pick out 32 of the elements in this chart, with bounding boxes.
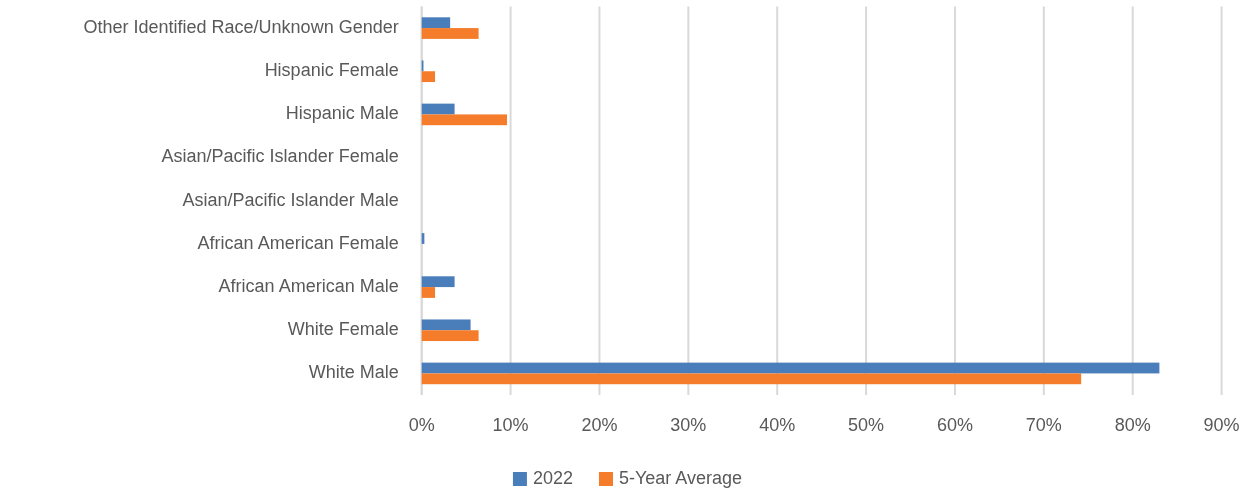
- y-tick-label: White Female: [287, 319, 399, 339]
- x-tick-label: 70%: [1025, 414, 1062, 435]
- x-tick-label: 30%: [670, 414, 707, 435]
- bar: [421, 103, 455, 115]
- bar: [421, 276, 455, 288]
- legend-label: 5-Year Average: [618, 467, 743, 488]
- x-tick-label: 90%: [1203, 414, 1240, 435]
- x-tick-label: 40%: [759, 414, 796, 435]
- y-tick-label: Asian/Pacific Islander Female: [161, 146, 399, 167]
- bar: [421, 319, 471, 331]
- y-tick-label: African American Male: [218, 275, 399, 296]
- x-tick-label: 20%: [581, 414, 618, 435]
- bar: [421, 114, 508, 126]
- y-tick-label: Asian/Pacific Islander Male: [182, 189, 399, 210]
- legend-label: 2022: [532, 467, 573, 488]
- bar: [421, 287, 436, 298]
- y-tick-label: White Male: [308, 362, 399, 383]
- bar: [421, 28, 479, 39]
- bar: [421, 330, 479, 342]
- bar: [421, 71, 436, 83]
- x-tick-label: 10%: [492, 414, 529, 435]
- bar: [421, 17, 451, 29]
- bar: [421, 373, 1082, 385]
- x-tick-label: 0%: [408, 414, 435, 435]
- x-tick-label: 80%: [1114, 414, 1151, 435]
- y-tick-label: African American Female: [197, 232, 399, 253]
- x-tick-label: 50%: [848, 414, 885, 435]
- x-tick-label: 60%: [936, 414, 973, 435]
- y-tick-label: Other Identified Race/Unknown Gender: [83, 16, 399, 37]
- y-tick-label: Hispanic Female: [264, 60, 399, 80]
- bar: [421, 362, 1160, 374]
- y-tick-label: Hispanic Male: [285, 103, 399, 124]
